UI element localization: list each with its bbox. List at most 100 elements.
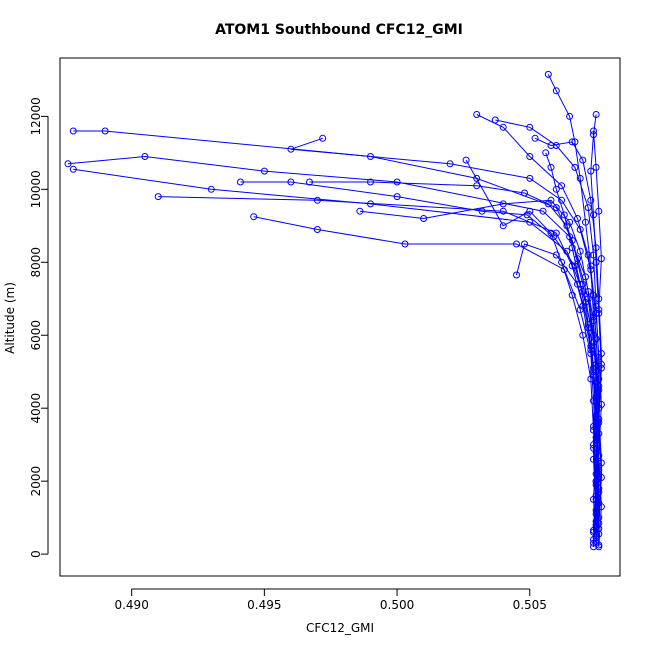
y-tick-label: 10000 — [29, 170, 43, 208]
data-point — [154, 193, 162, 201]
data-point — [584, 288, 592, 295]
data-point — [356, 207, 364, 215]
data-point — [558, 182, 566, 190]
x-axis: 0.490 0.495 0.500 0.505 — [114, 588, 547, 612]
profile-line — [590, 114, 602, 529]
profile-series — [64, 153, 603, 547]
profile-line — [534, 137, 602, 518]
profile-line — [359, 199, 600, 535]
data-point — [597, 255, 605, 263]
data-point — [584, 324, 592, 332]
data-point — [560, 211, 568, 219]
data-point — [542, 149, 550, 157]
data-point — [558, 258, 566, 266]
data-point — [526, 218, 534, 226]
profile-line — [73, 130, 597, 547]
profile-line — [495, 119, 600, 522]
data-point — [401, 240, 409, 248]
data-point — [69, 127, 77, 135]
data-point — [576, 306, 584, 314]
data-point — [590, 371, 597, 379]
data-point — [595, 415, 603, 423]
data-point — [260, 167, 268, 175]
data-point — [587, 196, 595, 204]
profile-line — [545, 152, 600, 527]
profile-line — [290, 137, 602, 547]
data-point — [313, 196, 321, 204]
series-layer — [64, 70, 605, 551]
profile-series — [250, 213, 600, 545]
data-point — [539, 207, 547, 215]
data-point — [367, 178, 374, 186]
data-point — [513, 271, 520, 279]
profile-series — [69, 165, 603, 549]
data-point — [462, 156, 470, 164]
data-point — [595, 530, 603, 538]
data-point — [499, 123, 507, 131]
plot-frame — [59, 57, 621, 577]
data-point — [552, 204, 560, 212]
y-tick-label: 2000 — [29, 466, 43, 497]
data-point — [250, 213, 258, 221]
profile-series — [287, 134, 605, 551]
data-point — [568, 138, 576, 146]
data-point — [473, 111, 481, 118]
data-point — [547, 163, 555, 171]
y-tick-label: 8000 — [29, 247, 43, 278]
data-point — [592, 163, 600, 171]
x-tick-label: 0.490 — [114, 598, 148, 612]
data-point — [513, 240, 520, 248]
profile-series — [590, 127, 605, 527]
data-point — [207, 185, 215, 193]
data-point — [576, 280, 584, 288]
data-point — [592, 258, 600, 266]
data-point — [592, 422, 600, 430]
profile-line — [73, 168, 600, 546]
data-point — [491, 116, 499, 124]
data-point — [313, 226, 321, 233]
data-point — [590, 291, 597, 299]
data-point — [526, 174, 534, 182]
profile-line — [309, 181, 600, 538]
data-point — [571, 163, 579, 171]
data-point — [287, 145, 295, 153]
y-tick-label: 12000 — [29, 97, 43, 135]
data-point — [587, 167, 595, 175]
data-point — [446, 160, 454, 168]
data-point — [595, 452, 603, 460]
data-point — [576, 247, 584, 255]
data-point — [393, 178, 401, 186]
data-point — [547, 196, 555, 204]
data-point — [592, 495, 600, 503]
data-point — [590, 331, 597, 339]
data-point — [568, 291, 576, 299]
data-point — [592, 470, 600, 478]
data-point — [590, 127, 597, 135]
data-point — [574, 215, 581, 222]
data-point — [566, 218, 574, 226]
data-point — [592, 244, 600, 252]
profile-series — [154, 193, 600, 543]
data-point — [592, 379, 600, 387]
data-point — [592, 437, 600, 445]
data-point — [237, 178, 244, 186]
data-point — [597, 360, 605, 368]
data-point — [499, 200, 507, 208]
data-point — [544, 70, 552, 78]
data-point — [595, 430, 603, 438]
x-tick-label: 0.495 — [247, 598, 281, 612]
data-point — [69, 165, 77, 173]
profile-line — [465, 159, 597, 531]
profile-series — [544, 70, 600, 536]
data-point — [287, 178, 295, 186]
data-point — [141, 153, 149, 160]
y-tick-label: 0 — [29, 550, 43, 558]
data-point — [595, 306, 603, 314]
data-point — [547, 142, 555, 149]
data-point — [420, 215, 428, 222]
data-point — [319, 134, 327, 142]
data-point — [582, 218, 589, 226]
data-point — [526, 207, 534, 215]
x-axis-label: CFC12_GMI — [306, 621, 374, 635]
